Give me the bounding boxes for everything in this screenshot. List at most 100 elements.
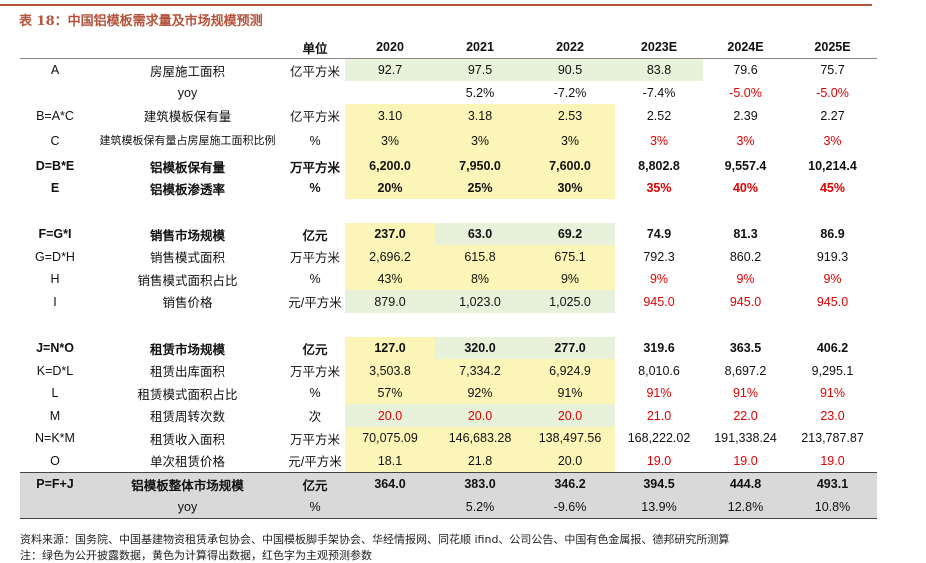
row-value: 23.0 <box>820 408 845 423</box>
row-unit: 万平方米 <box>289 160 340 175</box>
row-value: 8% <box>435 268 525 290</box>
row-value: 2,696.2 <box>345 245 435 268</box>
row-code: N=K*M <box>35 431 75 445</box>
row-value: 18.1 <box>345 449 435 473</box>
row-value: 91% <box>646 386 672 400</box>
row-value: -5.0% <box>729 85 762 100</box>
row-value: 3% <box>823 134 842 148</box>
row-value: 9% <box>525 268 615 290</box>
row-unit: 亿元 <box>302 228 328 243</box>
spacer-cell <box>285 199 345 223</box>
table-row: A 房屋施工面积 亿平方米 92.7 97.5 90.5 83.8 79.6 75.7 <box>20 58 877 81</box>
row-value: 12.8% <box>703 495 788 519</box>
row-value: -5.0% <box>816 85 849 100</box>
row-unit: 亿平方米 <box>289 64 340 79</box>
row-value: 19.0 <box>733 453 758 468</box>
row-value: 9,295.1 <box>811 363 854 378</box>
header-unit: 单位 <box>285 36 345 59</box>
row-value: 10,214.4 <box>808 159 857 173</box>
row-unit: % <box>285 495 345 519</box>
row-value: 191,338.24 <box>714 431 777 445</box>
row-value: 9% <box>823 272 842 286</box>
row-value: 9% <box>649 272 669 286</box>
row-value: 363.5 <box>729 341 762 355</box>
row-value: 7,600.0 <box>525 155 615 177</box>
row-name: 租赁出库面积 <box>149 365 225 379</box>
row-value: 90.5 <box>525 58 615 81</box>
row-value: 320.0 <box>435 337 525 359</box>
table-title: 表 18：中国铝模板需求量及市场规模预测 <box>19 14 263 29</box>
spacer-cell <box>788 313 877 337</box>
spacer-cell <box>285 313 345 337</box>
row-value: 364.0 <box>345 472 435 495</box>
row-value: 3% <box>736 134 755 148</box>
row-value: 8,010.6 <box>638 363 680 378</box>
row-value: 2.53 <box>525 104 615 127</box>
row-value: 792.3 <box>643 249 675 264</box>
row-value: 21.0 <box>646 408 672 423</box>
row-code <box>20 495 90 519</box>
row-unit: % <box>309 386 321 400</box>
row-value: 19.0 <box>820 453 845 468</box>
spacer-cell <box>90 199 285 223</box>
row-value: 3% <box>345 127 435 155</box>
row-value: -9.6% <box>525 495 615 519</box>
header-year: 2020 <box>345 36 435 59</box>
row-unit: 亿元 <box>302 342 328 357</box>
row-code: H <box>50 272 60 286</box>
row-name: 建筑模板保有量占房屋施工面积比例 <box>99 135 276 147</box>
row-code: P=F+J <box>20 472 90 495</box>
row-value: 237.0 <box>345 223 435 245</box>
table-row: D=B*E 铝模板保有量 万平方米 6,200.0 7,950.0 7,600.0 8,80… <box>20 155 877 177</box>
row-value: 277.0 <box>525 337 615 359</box>
row-value: 20.0 <box>525 449 615 473</box>
spacer-cell <box>703 313 788 337</box>
row-value: 493.1 <box>788 472 877 495</box>
row-value: 45% <box>819 181 846 195</box>
source-note: 资料来源：国务院、中国基建物资租赁承包协会、中国模板脚手架协会、华经情报网、同花… <box>20 533 730 546</box>
row-unit <box>285 81 345 104</box>
row-unit: 元/平方米 <box>288 296 342 310</box>
row-name: yoy <box>177 85 198 100</box>
row-value: 945.0 <box>816 294 849 309</box>
row-unit: % <box>309 181 321 195</box>
row-code: L <box>51 386 59 400</box>
table-row: yoy% 5.2% -9.6% 13.9% 12.8% 10.8% <box>20 495 877 519</box>
row-value: 213,787.87 <box>801 431 864 445</box>
row-code: A <box>50 63 60 77</box>
row-value: 9% <box>736 272 755 286</box>
row-code: F=G*I <box>38 227 72 241</box>
table-row: M 租赁周转次数次 20.0 20.0 20.0 21.0 22.0 23.0 <box>20 404 877 427</box>
row-name: 铝模板渗透率 <box>149 182 225 197</box>
row-name: 单次租赁价格 <box>149 455 225 469</box>
row-value: 3% <box>649 134 669 148</box>
row-value: 127.0 <box>345 337 435 359</box>
row-name: 销售模式面积 <box>149 251 225 265</box>
table-row: E 铝模板渗透率% 20% 25% 30% 35% 40% 45% <box>20 177 877 199</box>
row-value: 675.1 <box>525 245 615 268</box>
row-code: C <box>50 134 60 148</box>
row-value: 13.9% <box>615 495 703 519</box>
row-value: -7.2% <box>553 85 587 100</box>
row-value: 919.3 <box>816 249 849 264</box>
row-value: 1,025.0 <box>525 290 615 313</box>
row-value: 92.7 <box>345 58 435 81</box>
row-name: 铝模板保有量 <box>149 160 225 175</box>
row-value: 3% <box>525 127 615 155</box>
row-name: 租赁市场规模 <box>149 342 225 357</box>
row-unit: 万平方米 <box>289 365 340 379</box>
row-name: 铝模板整体市场规模 <box>90 472 285 495</box>
row-value: 146,683.28 <box>435 427 525 449</box>
row-code: M <box>49 408 61 423</box>
row-value: 83.8 <box>615 58 703 81</box>
spacer-cell <box>703 199 788 223</box>
spacer-cell <box>345 313 435 337</box>
row-value: 6,924.9 <box>525 359 615 382</box>
top-rule <box>0 4 872 6</box>
header-blank <box>90 36 285 59</box>
row-code: E <box>50 181 60 195</box>
row-value: 444.8 <box>703 472 788 495</box>
row-value: 19.0 <box>646 453 672 468</box>
row-code: I <box>53 294 57 309</box>
row-value: 2.39 <box>733 108 758 123</box>
